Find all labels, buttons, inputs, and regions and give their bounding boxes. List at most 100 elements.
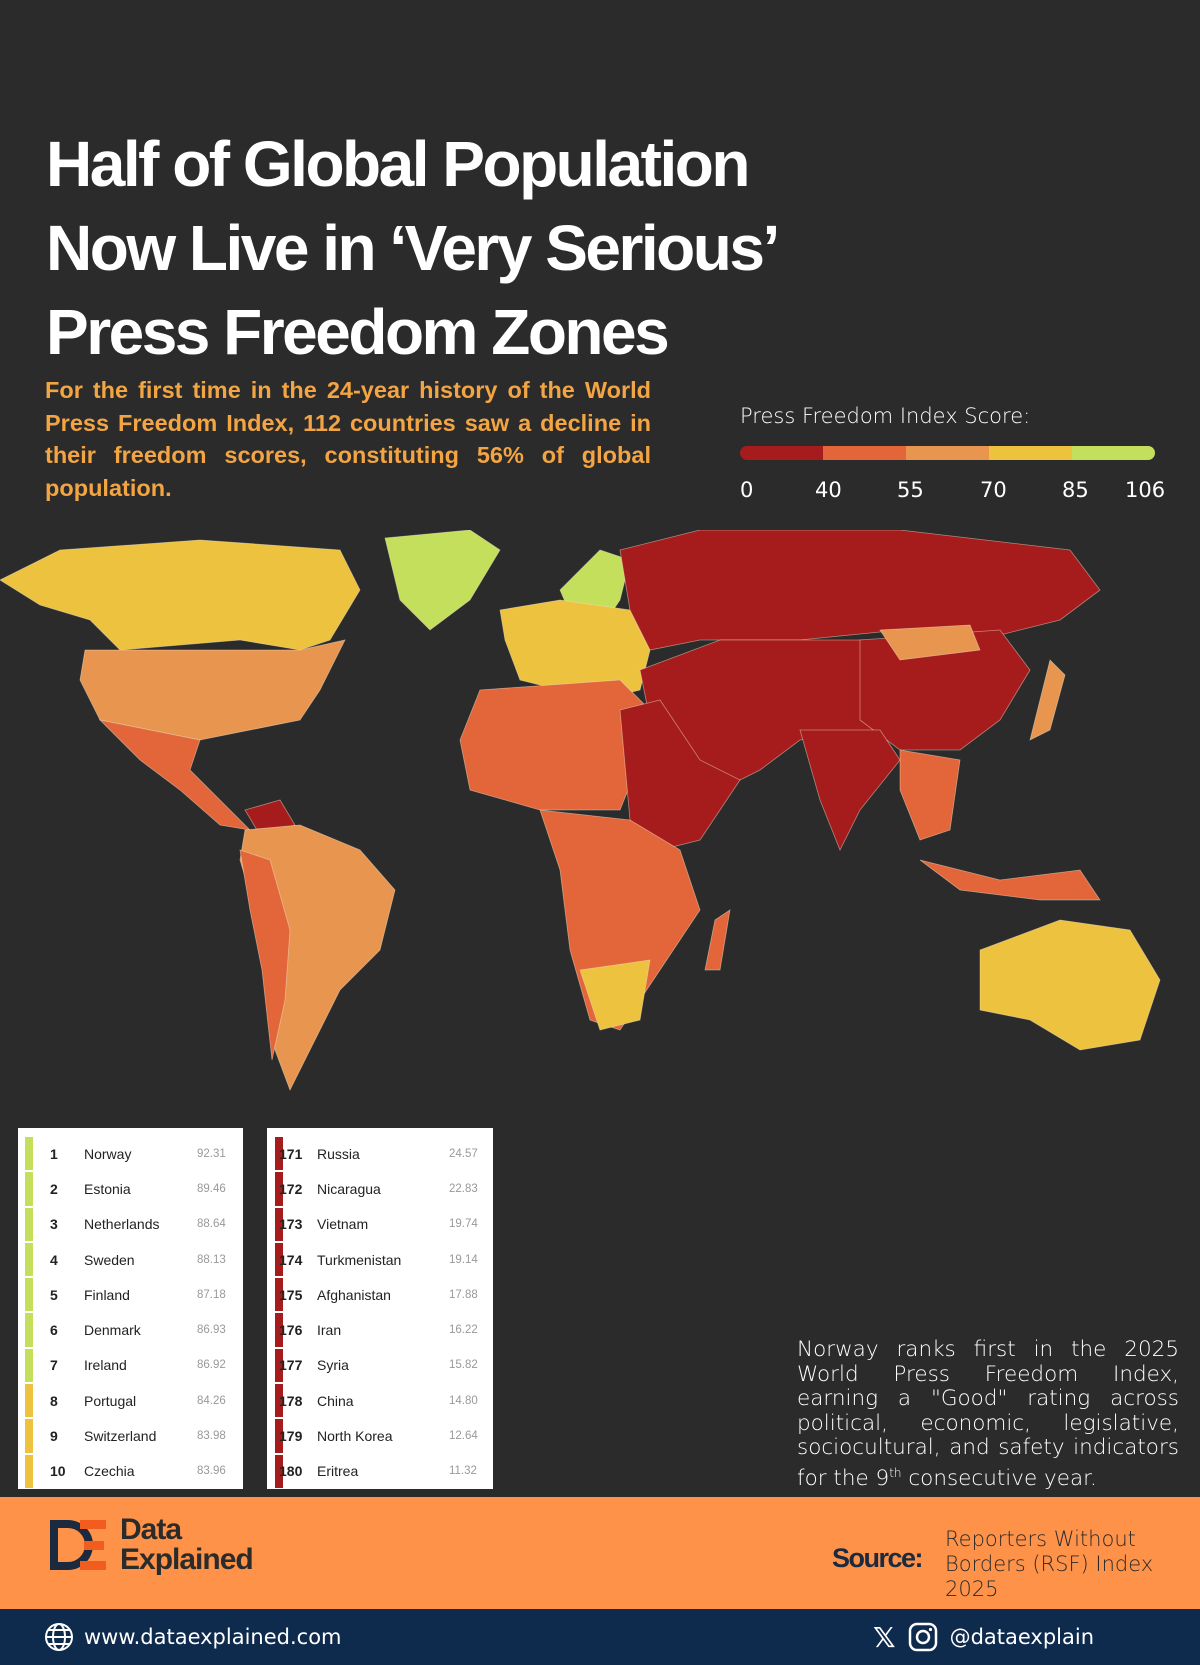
rank: 7 <box>50 1357 58 1374</box>
instagram-icon[interactable] <box>908 1622 938 1652</box>
score-value: 84.26 <box>197 1394 226 1407</box>
country-name: Afghanistan <box>317 1286 391 1303</box>
norway-note: Norway ranks first in the 2025 World Pre… <box>797 1337 1179 1491</box>
score-color-bar <box>25 1313 33 1347</box>
score-value: 86.93 <box>197 1324 226 1337</box>
map-japan <box>1029 659 1066 741</box>
rank: 4 <box>50 1251 58 1268</box>
rank: 10 <box>50 1463 66 1480</box>
table-row: 178 China 14.80 <box>267 1383 493 1418</box>
country-name: Iran <box>317 1322 342 1339</box>
source-text: Reporters Without Borders (RSF) Index 20… <box>945 1527 1154 1601</box>
table-row: 174 Turkmenistan 19.14 <box>267 1242 493 1277</box>
rank: 180 <box>279 1463 303 1480</box>
social-links: 𝕏 @dataexplain <box>873 1621 1094 1654</box>
score-color-bar <box>25 1172 33 1206</box>
map-southeast-asia <box>899 749 961 841</box>
score-value: 19.74 <box>449 1218 478 1231</box>
country-name: Norway <box>84 1145 132 1162</box>
note-superscript: th <box>889 1465 902 1480</box>
rank: 175 <box>279 1286 303 1303</box>
map-indonesia <box>919 859 1101 901</box>
country-name: Eritrea <box>317 1463 359 1480</box>
map-canada-alaska <box>0 539 361 651</box>
score-color-bar <box>275 1313 283 1347</box>
map-usa <box>79 639 346 741</box>
score-color-bar <box>275 1242 283 1277</box>
score-color-bar <box>25 1384 33 1418</box>
score-color-bar <box>275 1137 283 1171</box>
website-text: www.dataexplained.com <box>84 1625 342 1649</box>
rank: 171 <box>279 1145 303 1162</box>
map-mexico-central-america <box>98 719 252 831</box>
brand-line-2: Explained <box>120 1543 254 1576</box>
table-row: 7 Ireland 86.92 <box>18 1348 243 1383</box>
website-link[interactable]: www.dataexplained.com <box>44 1622 342 1652</box>
country-name: China <box>317 1392 354 1409</box>
score-value: 19.14 <box>449 1253 478 1266</box>
contact-bar: www.dataexplained.com 𝕏 @dataexplain <box>0 1609 1200 1665</box>
score-value: 24.57 <box>449 1147 478 1160</box>
top-10-table: 1 Norway 92.31 2 Estonia 89.46 3 Netherl… <box>18 1128 243 1489</box>
score-value: 88.64 <box>197 1218 226 1231</box>
score-value: 22.83 <box>449 1182 478 1195</box>
globe-icon <box>45 1623 73 1651</box>
legend-swatch-40-55 <box>823 446 906 460</box>
table-row: 177 Syria 15.82 <box>267 1348 493 1383</box>
score-color-bar <box>275 1278 283 1312</box>
legend-tick: 0 <box>740 478 754 502</box>
table-row: 172 Nicaragua 22.83 <box>267 1171 493 1206</box>
country-name: Finland <box>84 1286 130 1303</box>
social-handle[interactable]: @dataexplain <box>949 1625 1095 1649</box>
map-mongolia <box>879 624 981 661</box>
note-text-end: consecutive year. <box>901 1465 1097 1491</box>
score-color-bar <box>25 1242 33 1277</box>
legend-tick: 85 <box>1062 478 1089 502</box>
rank: 173 <box>279 1216 303 1233</box>
map-south-africa <box>579 959 651 1031</box>
map-madagascar <box>704 909 731 971</box>
score-value: 83.96 <box>197 1465 226 1478</box>
legend: Press Freedom Index Score: 0 40 55 70 85… <box>740 404 1165 508</box>
country-name: Denmark <box>84 1322 141 1339</box>
map-australia <box>979 919 1161 1051</box>
table-row: 2 Estonia 89.46 <box>18 1171 243 1206</box>
legend-label: Press Freedom Index Score: <box>740 404 1031 428</box>
table-row: 5 Finland 87.18 <box>18 1277 243 1312</box>
rank: 2 <box>50 1180 58 1197</box>
score-color-bar <box>275 1419 283 1453</box>
score-value: 16.22 <box>449 1324 478 1337</box>
source-label: Source: <box>832 1543 924 1573</box>
country-name: Netherlands <box>84 1216 160 1233</box>
score-color-bar <box>25 1348 33 1383</box>
legend-swatch-55-70 <box>906 446 989 460</box>
title-line-3: Press Freedom Zones <box>46 296 670 368</box>
map-greenland <box>384 530 501 631</box>
country-name: Nicaragua <box>317 1180 381 1197</box>
score-value: 12.64 <box>449 1430 478 1443</box>
country-name: Czechia <box>84 1463 135 1480</box>
map-north-africa <box>459 679 651 811</box>
x-icon[interactable]: 𝕏 <box>873 1620 896 1654</box>
score-value: 89.46 <box>197 1182 226 1195</box>
rank: 9 <box>50 1428 58 1445</box>
rank: 174 <box>279 1251 303 1268</box>
score-value: 86.92 <box>197 1359 226 1372</box>
country-name: Switzerland <box>84 1428 157 1445</box>
rank: 8 <box>50 1392 58 1409</box>
rank: 178 <box>279 1392 303 1409</box>
score-value: 88.13 <box>197 1253 226 1266</box>
country-name: Vietnam <box>317 1216 369 1233</box>
score-value: 15.82 <box>449 1359 478 1372</box>
rank: 5 <box>50 1286 58 1303</box>
country-name: Russia <box>317 1145 360 1162</box>
table-row: 1 Norway 92.31 <box>18 1136 243 1171</box>
country-name: Ireland <box>84 1357 127 1374</box>
note-text: Norway ranks first in the 2025 World Pre… <box>797 1337 1179 1491</box>
score-color-bar <box>25 1454 33 1488</box>
table-row: 176 Iran 16.22 <box>267 1312 493 1347</box>
rank: 3 <box>50 1216 58 1233</box>
bottom-10-table: 171 Russia 24.57 172 Nicaragua 22.83 173… <box>267 1128 493 1489</box>
legend-swatch-0-40 <box>740 446 823 460</box>
score-value: 87.18 <box>197 1288 226 1301</box>
